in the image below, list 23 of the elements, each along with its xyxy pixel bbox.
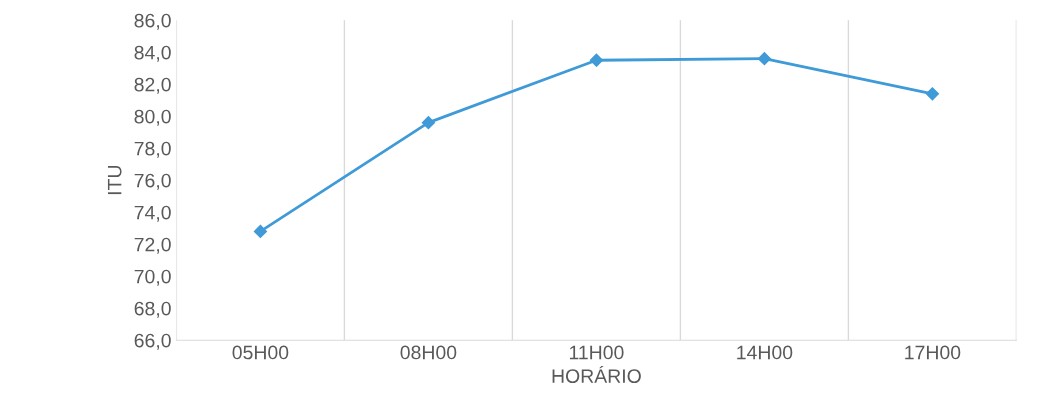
y-tick-label: 84,0 — [134, 45, 171, 62]
x-tick-label: 08H00 — [400, 345, 457, 360]
point — [421, 116, 435, 130]
x-axis-title: HORÁRIO — [552, 365, 641, 384]
x-tick-label: 14H00 — [737, 345, 793, 360]
point — [925, 87, 939, 101]
x-tick-label: 05H00 — [232, 345, 289, 360]
y-tick-label: 74,0 — [134, 205, 171, 222]
y-tick-label: 70,0 — [134, 269, 171, 286]
y-axis-title: ITU — [107, 166, 122, 195]
point — [757, 52, 771, 66]
y-tick-label: 66,0 — [134, 333, 171, 350]
y-tick-label: 68,0 — [134, 301, 171, 318]
y-tick-label: 86,0 — [134, 13, 171, 30]
y-tick-label: 82,0 — [134, 77, 171, 94]
y-tick-label: 76,0 — [134, 173, 171, 190]
x-tick-label: 11H00 — [569, 345, 624, 360]
point — [253, 224, 267, 239]
y-tick-label: 80,0 — [134, 109, 171, 126]
y-tick-label: 78,0 — [134, 141, 171, 158]
y-tick-label: 72,0 — [134, 237, 171, 254]
x-tick-label: 17H00 — [905, 345, 961, 360]
point — [589, 53, 603, 67]
